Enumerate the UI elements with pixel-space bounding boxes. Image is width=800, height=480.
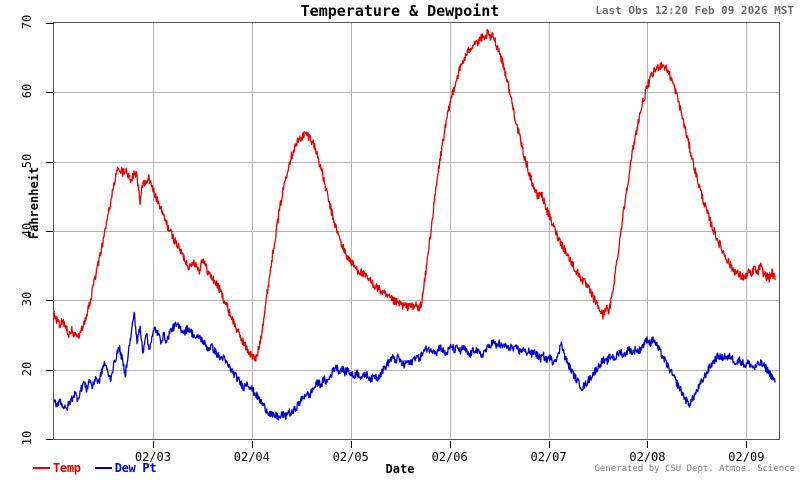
y-tick-mark (46, 92, 53, 93)
x-tick-label: 02/03 (134, 450, 171, 464)
x-tick-mark (549, 441, 550, 448)
y-tick-mark (46, 439, 53, 440)
x-tick-mark (450, 441, 451, 448)
x-tick-mark (351, 441, 352, 448)
y-tick-label: 60 (20, 84, 34, 99)
y-tick-label: 10 (20, 430, 34, 446)
x-tick-mark (153, 441, 154, 448)
legend-label: Temp (53, 461, 81, 475)
page-title: Temperature & Dewpoint (300, 2, 500, 20)
legend-label: Dew Pt (114, 461, 157, 475)
y-tick-label: 50 (20, 153, 34, 168)
legend-line-swatch (33, 467, 50, 469)
y-tick-label: 30 (20, 292, 34, 307)
y-tick-mark (46, 162, 53, 163)
x-tick-label: 02/06 (431, 450, 468, 464)
x-tick-label: 02/07 (530, 450, 567, 464)
y-tick-label: 20 (20, 361, 34, 376)
x-tick-label: 02/05 (332, 450, 369, 464)
y-tick-mark (46, 231, 53, 232)
series-lines (54, 28, 776, 421)
last-observation-timestamp: Last Obs 12:20 Feb 09 2026 MST (595, 4, 794, 17)
gridlines (54, 23, 779, 439)
credit-text: Generated by CSU Dept. Atmos. Science (594, 464, 795, 474)
y-tick-label: 40 (20, 222, 34, 238)
y-tick-mark (46, 370, 53, 371)
x-tick-label: 02/04 (233, 450, 270, 464)
series-line-temp (54, 28, 776, 362)
legend-item-temp[interactable]: Temp (33, 461, 81, 475)
chart-legend: Temp Dew Pt (33, 461, 157, 475)
y-tick-mark (46, 300, 53, 301)
x-tick-label: 02/09 (728, 450, 765, 464)
x-axis-title: Date (385, 462, 415, 476)
y-tick-label: 70 (20, 14, 34, 30)
legend-line-swatch (94, 467, 112, 469)
x-tick-mark (746, 441, 747, 448)
x-tick-label: 02/08 (629, 450, 666, 464)
plot-area (53, 22, 780, 440)
legend-item-dew-pt[interactable]: Dew Pt (94, 461, 157, 475)
series-line-dew-pt (54, 311, 776, 421)
x-tick-mark (647, 441, 648, 448)
x-tick-mark (252, 441, 253, 448)
y-tick-mark (46, 23, 53, 24)
